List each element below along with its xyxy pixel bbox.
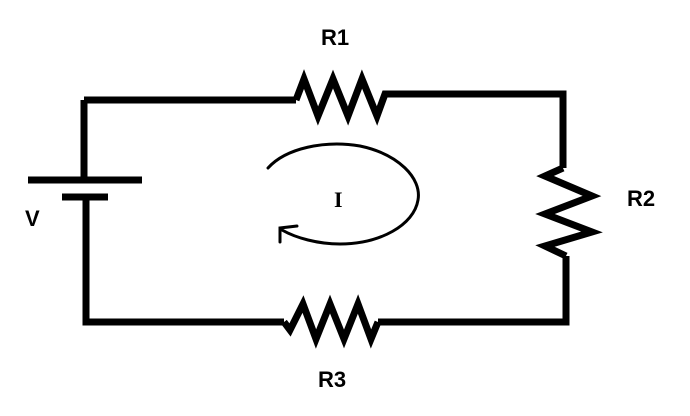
resistor-r1 — [292, 69, 392, 126]
label-r3: R3 — [318, 367, 347, 392]
current-loop-arrow — [266, 142, 420, 246]
wire-bottom-left — [82, 197, 284, 326]
label-r2: R2 — [627, 186, 656, 211]
current-arrowhead-icon — [278, 224, 299, 244]
wire-right-bottom — [378, 256, 570, 326]
label-current: I — [334, 187, 343, 212]
resistor-r3 — [281, 294, 382, 349]
resistor-r2 — [535, 164, 603, 260]
label-voltage: V — [25, 206, 40, 231]
label-r1: R1 — [321, 25, 350, 50]
wire-top-right — [392, 90, 567, 168]
